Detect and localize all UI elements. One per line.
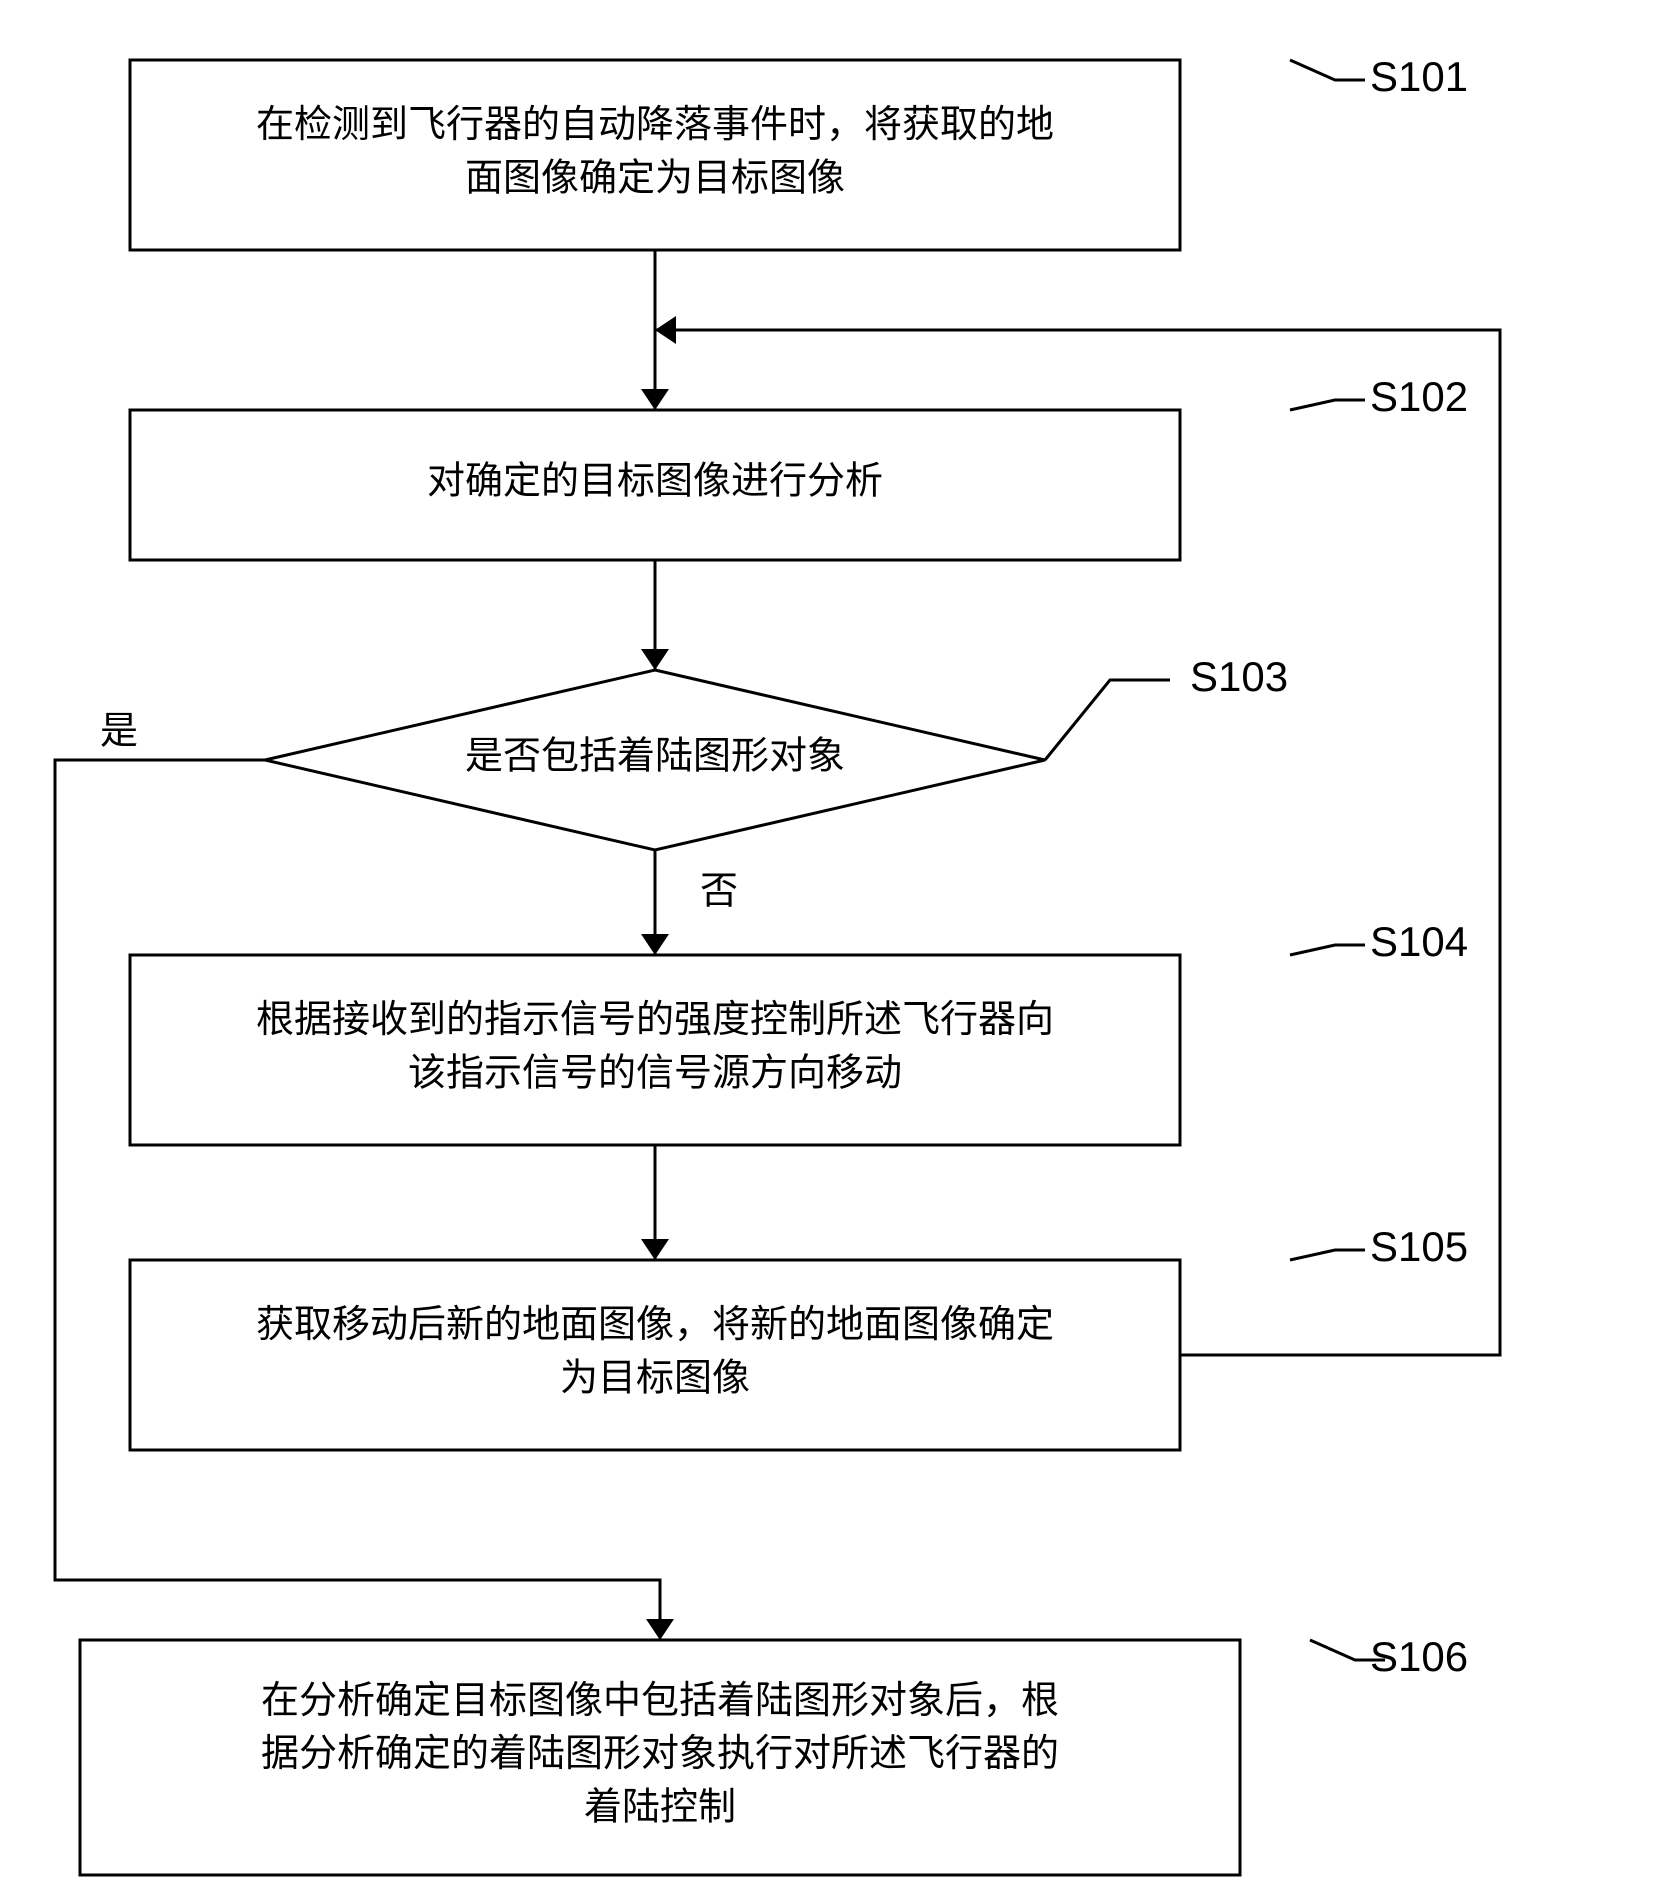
svg-text:为目标图像: 为目标图像 <box>560 1357 750 1399</box>
svg-text:S106: S106 <box>1370 1633 1468 1680</box>
svg-text:在检测到飞行器的自动降落事件时，将获取的地: 在检测到飞行器的自动降落事件时，将获取的地 <box>256 104 1054 146</box>
svg-text:着陆控制: 着陆控制 <box>584 1786 736 1828</box>
svg-text:S102: S102 <box>1370 373 1468 420</box>
branch-yes: 是 <box>100 711 138 753</box>
svg-text:在分析确定目标图像中包括着陆图形对象后，根: 在分析确定目标图像中包括着陆图形对象后，根 <box>261 1680 1059 1722</box>
svg-text:获取移动后新的地面图像，将新的地面图像确定: 获取移动后新的地面图像，将新的地面图像确定 <box>256 1304 1054 1346</box>
svg-text:S105: S105 <box>1370 1223 1468 1270</box>
step-S104 <box>130 955 1180 1145</box>
svg-text:对确定的目标图像进行分析: 对确定的目标图像进行分析 <box>427 461 883 503</box>
step-S101 <box>130 60 1180 250</box>
svg-text:S104: S104 <box>1370 918 1468 965</box>
branch-no: 否 <box>700 871 738 913</box>
svg-text:S101: S101 <box>1370 53 1468 100</box>
svg-text:根据接收到的指示信号的强度控制所述飞行器向: 根据接收到的指示信号的强度控制所述飞行器向 <box>256 999 1054 1041</box>
svg-text:据分析确定的着陆图形对象执行对所述飞行器的: 据分析确定的着陆图形对象执行对所述飞行器的 <box>261 1733 1059 1775</box>
svg-text:面图像确定为目标图像: 面图像确定为目标图像 <box>465 157 845 199</box>
step-S105 <box>130 1260 1180 1450</box>
svg-text:S103: S103 <box>1190 653 1288 700</box>
svg-text:是否包括着陆图形对象: 是否包括着陆图形对象 <box>465 736 845 778</box>
svg-text:该指示信号的信号源方向移动: 该指示信号的信号源方向移动 <box>408 1052 902 1094</box>
